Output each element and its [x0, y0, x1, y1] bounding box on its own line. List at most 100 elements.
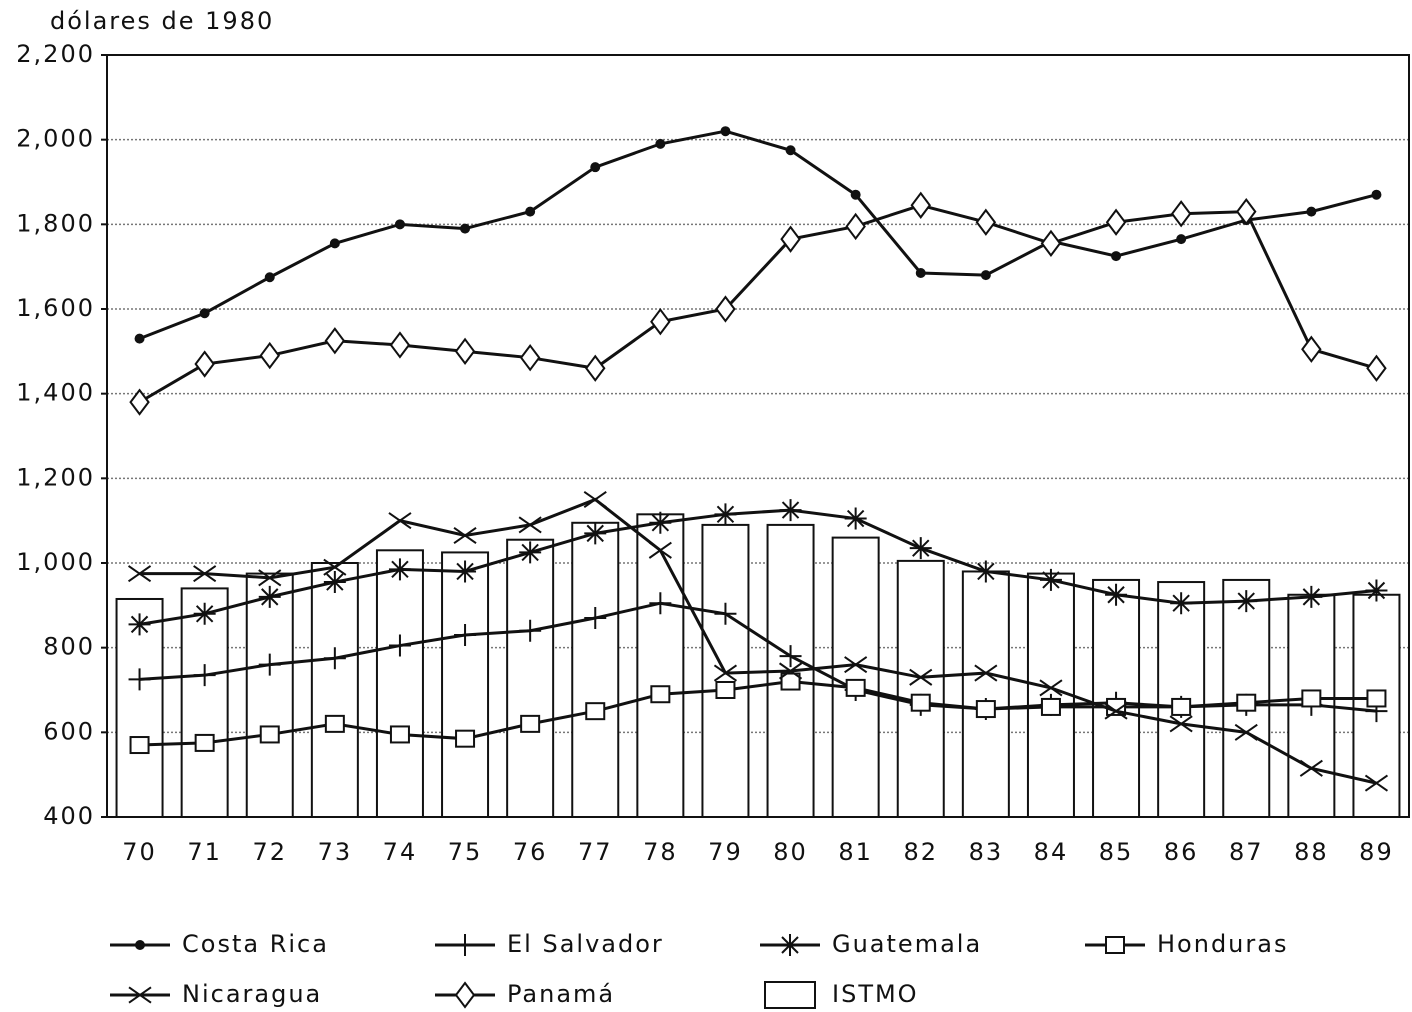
point-part	[715, 681, 736, 699]
point-part	[585, 354, 606, 382]
point	[127, 565, 152, 583]
point-part	[454, 337, 476, 365]
point	[715, 295, 736, 323]
point	[844, 507, 867, 530]
point-part	[128, 668, 151, 691]
y-tick-label: 2,000	[16, 125, 95, 153]
point-part	[649, 511, 672, 534]
point-part	[1371, 189, 1382, 200]
point	[713, 664, 738, 682]
legend-label: Honduras	[1157, 930, 1288, 958]
point-part	[974, 560, 997, 583]
point	[584, 607, 607, 630]
point	[454, 623, 477, 646]
y-tick-label: 1,600	[16, 294, 95, 322]
point-part	[518, 516, 542, 534]
y-tick-label: 800	[43, 633, 95, 661]
x-tick-label: 77	[578, 838, 613, 866]
point-part	[323, 571, 346, 594]
point	[650, 685, 671, 704]
point-part	[519, 541, 542, 564]
point-part	[585, 702, 606, 721]
point	[194, 350, 215, 378]
point	[1105, 583, 1128, 606]
point-part	[1111, 251, 1122, 262]
legend-label: Panamá	[507, 980, 615, 1008]
point	[193, 664, 216, 687]
point-part	[1039, 568, 1062, 591]
point	[258, 653, 281, 676]
point	[259, 341, 280, 370]
point-part	[324, 714, 345, 733]
bar	[831, 536, 880, 818]
bar	[896, 559, 945, 819]
point	[1301, 689, 1322, 708]
legend-marker	[128, 986, 152, 1004]
point	[648, 541, 672, 559]
line	[139, 508, 1377, 626]
legend-marker-part	[128, 986, 152, 1004]
point-part	[649, 592, 672, 615]
point-part	[714, 602, 737, 625]
point	[1170, 200, 1192, 228]
legend-label: Guatemala	[832, 930, 982, 958]
point-part	[329, 238, 340, 249]
point	[519, 541, 542, 564]
point	[910, 693, 931, 712]
x-tick-label: 70	[122, 838, 157, 866]
point-part	[713, 664, 738, 682]
point	[1364, 774, 1389, 792]
point-part	[1365, 579, 1388, 602]
bar	[441, 551, 490, 819]
point	[324, 714, 345, 733]
point	[329, 238, 340, 249]
bar	[636, 513, 685, 818]
point-part	[258, 569, 282, 587]
point	[720, 126, 731, 137]
point	[129, 736, 150, 755]
point	[1170, 592, 1193, 615]
point	[974, 664, 998, 682]
point	[1235, 590, 1258, 613]
point	[518, 516, 542, 534]
legend-label: Costa Rica	[182, 930, 329, 958]
point-part	[193, 565, 217, 583]
point	[1105, 208, 1127, 236]
point-part	[1366, 689, 1387, 708]
y-tick-label: 2,200	[16, 40, 95, 68]
point	[910, 191, 931, 219]
point	[519, 619, 542, 642]
point-part	[388, 558, 411, 581]
point	[785, 145, 796, 156]
point-part	[909, 668, 933, 686]
point-part	[583, 490, 607, 509]
point-part	[910, 191, 931, 219]
bar	[571, 521, 620, 818]
point	[1236, 197, 1257, 226]
point-part	[720, 126, 731, 137]
point	[394, 219, 405, 230]
point-part	[455, 729, 476, 748]
point	[975, 208, 997, 236]
point	[845, 212, 866, 241]
point	[128, 613, 151, 636]
bar	[961, 570, 1010, 819]
point	[590, 162, 601, 173]
legend-marker	[454, 934, 476, 956]
point-part	[1299, 759, 1323, 777]
legend-marker-part	[454, 981, 476, 1009]
point	[779, 499, 802, 522]
point	[1300, 585, 1323, 608]
x-tick-label: 75	[448, 838, 483, 866]
point	[650, 308, 671, 336]
point	[585, 354, 606, 382]
point	[258, 585, 281, 608]
point-part	[780, 225, 801, 253]
point-part	[1171, 697, 1192, 716]
point	[1301, 335, 1322, 363]
point-part	[129, 736, 150, 755]
legend-marker	[1105, 936, 1125, 954]
point	[129, 388, 150, 416]
point-part	[980, 270, 991, 281]
bar	[180, 587, 229, 819]
